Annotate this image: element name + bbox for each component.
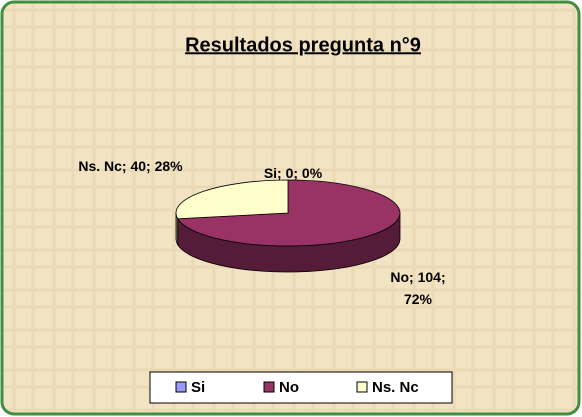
legend-swatch bbox=[263, 381, 275, 393]
legend-label: No bbox=[279, 379, 299, 396]
data-label: Ns. Nc; 40; 28% bbox=[78, 158, 183, 174]
legend-label: Si bbox=[191, 379, 205, 396]
data-label: No; 104; 72% bbox=[390, 269, 446, 307]
data-label: Si; 0; 0% bbox=[263, 165, 323, 181]
legend-label: Ns. Nc bbox=[372, 379, 419, 396]
legend-swatch bbox=[175, 381, 187, 393]
slice bbox=[177, 179, 401, 247]
legend-swatch bbox=[356, 381, 368, 393]
slice bbox=[175, 179, 289, 220]
legend bbox=[149, 371, 453, 404]
chart-title: Resultados pregunta n°9 bbox=[185, 34, 421, 56]
